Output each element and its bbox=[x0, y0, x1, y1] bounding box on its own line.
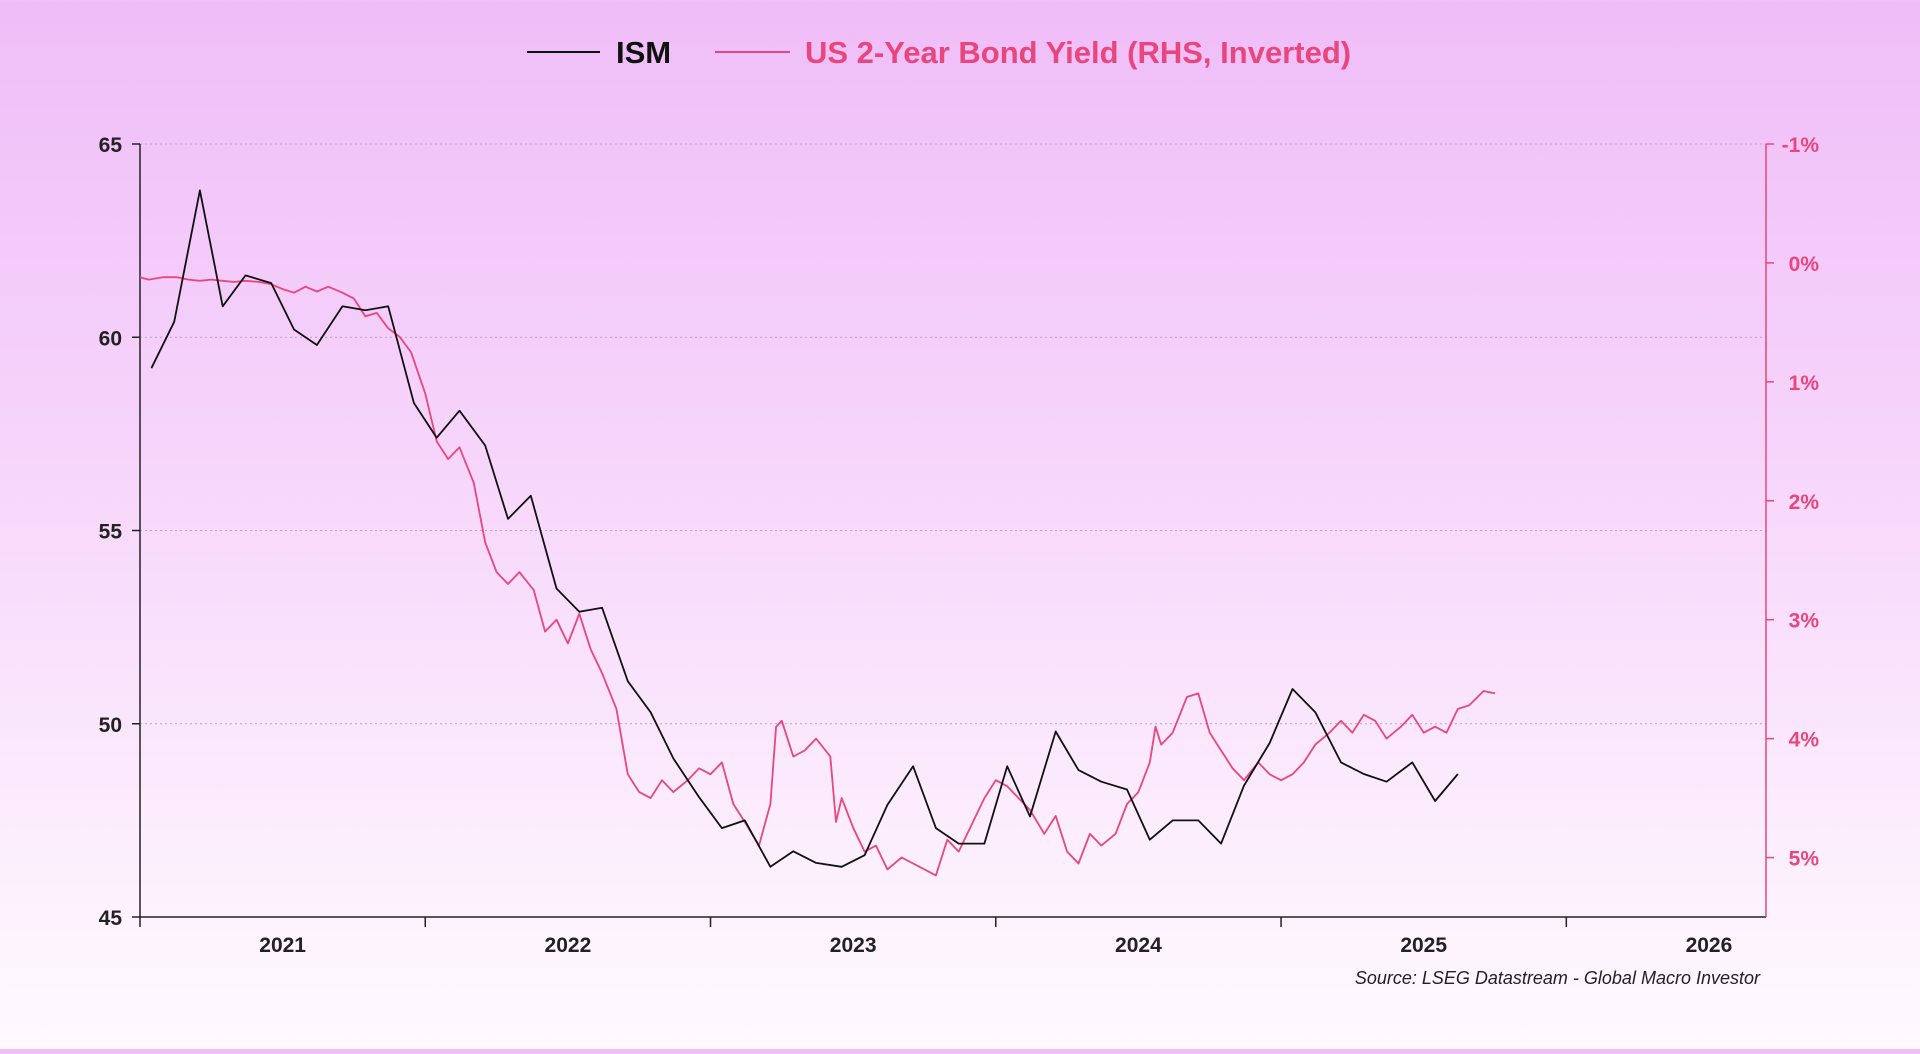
left-tick-label-60: 60 bbox=[99, 327, 122, 350]
right-tick-label-0%: 0% bbox=[1789, 253, 1820, 276]
axes: 65 60 55 50 45 -1% 0% 1% 2% 3% 4% 5% 2021 2022 2023 202… bbox=[99, 134, 1820, 957]
x-label-2025: 2025 bbox=[1400, 934, 1447, 957]
x-label-2023: 2023 bbox=[830, 934, 877, 957]
left-tick-label-45: 45 bbox=[99, 907, 123, 930]
legend-yield-label: US 2-Year Bond Yield (RHS, Inverted) bbox=[805, 35, 1351, 70]
legend: ISM US 2-Year Bond Yield (RHS, Inverted) bbox=[527, 35, 1351, 70]
series-line-ism bbox=[150, 189, 1459, 868]
grid-lines bbox=[140, 143, 1766, 725]
x-label-2026: 2026 bbox=[1686, 934, 1733, 957]
legend-ism-label: ISM bbox=[616, 35, 671, 70]
right-tick-label--1%: -1% bbox=[1782, 134, 1820, 157]
left-tick-label-55: 55 bbox=[99, 521, 123, 544]
left-tick-label-65: 65 bbox=[99, 134, 123, 157]
series-line-us2y-yield bbox=[139, 276, 1496, 877]
source-note: Source: LSEG Datastream - Global Macro I… bbox=[1355, 968, 1761, 988]
right-tick-label-4%: 4% bbox=[1789, 729, 1820, 752]
left-tick-label-50: 50 bbox=[99, 714, 122, 737]
x-label-2022: 2022 bbox=[545, 934, 592, 957]
right-tick-label-5%: 5% bbox=[1789, 848, 1820, 871]
x-label-2021: 2021 bbox=[259, 934, 306, 957]
right-tick-label-3%: 3% bbox=[1789, 610, 1820, 633]
series bbox=[139, 189, 1496, 877]
right-tick-label-2%: 2% bbox=[1789, 491, 1820, 514]
right-tick-label-1%: 1% bbox=[1789, 372, 1820, 395]
x-label-2024: 2024 bbox=[1115, 934, 1162, 957]
